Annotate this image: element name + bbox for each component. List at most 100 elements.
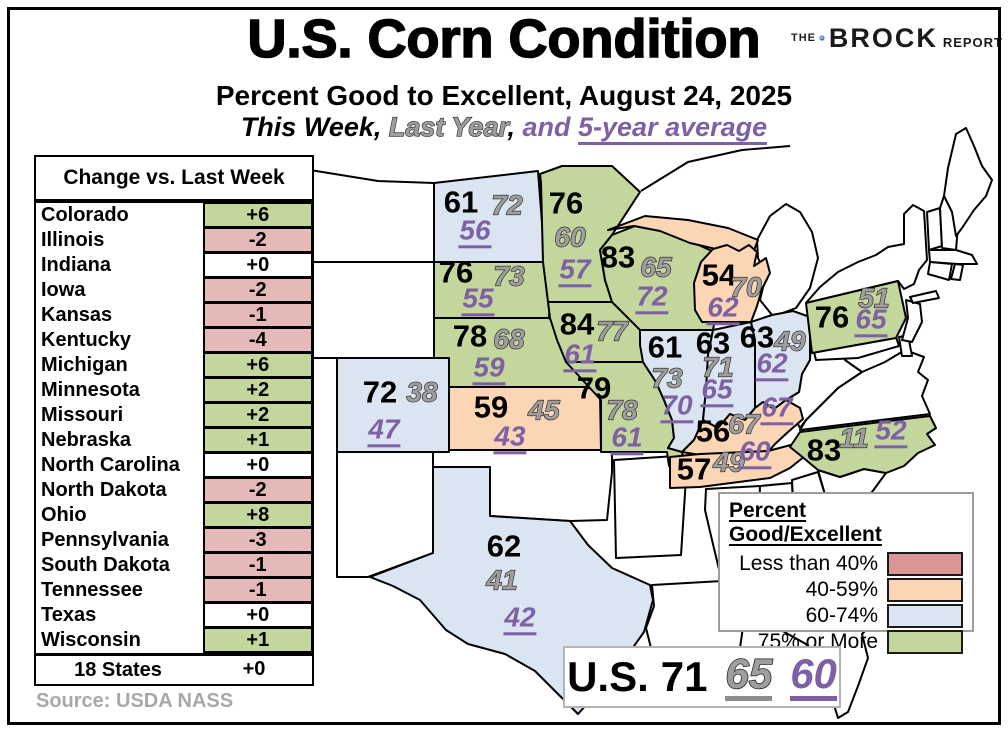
- brock-report-logo: THE BROCK REPORT: [791, 12, 1003, 64]
- legend-label: 60-74%: [805, 603, 878, 627]
- missouri-this-week: 79: [576, 370, 612, 406]
- change-value: +0: [202, 602, 313, 628]
- iowa-this-week: 84: [559, 306, 595, 342]
- missouri-last-year: 78: [606, 394, 638, 426]
- legend-swatch-red: [887, 551, 963, 576]
- kansas-last-year: 45: [528, 394, 560, 426]
- illinois-last-year: 73: [651, 362, 683, 394]
- tennessee-5yr-avg: 60: [738, 436, 772, 470]
- us-5yr-avg-value: 60: [790, 653, 837, 701]
- ohio-5yr-avg: 62: [755, 348, 789, 382]
- series-key: This Week, Last Year, and 5-year average: [0, 111, 1008, 145]
- table-row: Missouri +2: [36, 402, 313, 428]
- series-key-last-year: Last Year: [388, 111, 508, 142]
- change-value: -1: [202, 302, 313, 328]
- kentucky-last-year: 67: [728, 408, 760, 440]
- ohio-last-year: 49: [774, 325, 806, 357]
- wisconsin-last-year: 65: [640, 251, 672, 283]
- change-value: +2: [202, 402, 313, 428]
- series-key-5yr-prefix: and: [522, 112, 579, 142]
- state-name: Minnesota: [41, 379, 140, 401]
- change-value: +6: [202, 202, 313, 228]
- iowa-last-year: 77: [596, 315, 628, 347]
- table-row: Kansas -1: [36, 302, 313, 328]
- state-shape-montana: [309, 169, 435, 263]
- ohio-this-week: 63: [739, 319, 775, 355]
- us-summary-box: U.S. 71 65 60: [563, 646, 841, 708]
- table-row: Texas +0: [36, 602, 313, 628]
- table-row: Pennsylvania -3: [36, 527, 313, 553]
- table-row: Illinois -2: [36, 227, 313, 253]
- legend-label: 40-59%: [805, 577, 878, 601]
- logo-the-text: THE: [791, 32, 816, 44]
- table-row: Wisconsin +1: [36, 627, 313, 653]
- canada-border-line: [640, 145, 791, 192]
- legend-item: 60-74%: [729, 603, 963, 628]
- north-dakota-5yr-avg: 56: [458, 215, 492, 249]
- legend-item: Less than 40%: [729, 551, 963, 576]
- series-key-separator-1: ,: [373, 112, 389, 142]
- change-value: -3: [202, 527, 313, 553]
- legend-item: 40-59%: [729, 577, 963, 602]
- state-name: Wisconsin: [41, 629, 141, 651]
- state-shape-new-jersey: [901, 299, 923, 343]
- state-name: North Dakota: [41, 479, 167, 501]
- change-value: +1: [202, 627, 313, 653]
- nebraska-this-week: 78: [452, 318, 488, 354]
- change-value: +6: [202, 352, 313, 378]
- legend-label: Less than 40%: [739, 551, 878, 575]
- table-row: North Carolina +0: [36, 452, 313, 478]
- state-shape-north-carolina: [789, 415, 937, 478]
- series-key-this-week: This Week: [240, 112, 374, 142]
- state-name: North Carolina: [41, 454, 180, 476]
- pennsylvania-last-year: 51: [858, 282, 890, 314]
- minnesota-5yr-avg: 57: [558, 254, 592, 288]
- state-shape-rhode-island: [950, 263, 964, 281]
- legend-swatch-blue: [887, 603, 963, 628]
- texas-last-year: 41: [486, 564, 518, 596]
- state-shape-tennessee: [669, 440, 811, 489]
- state-shape-wyoming: [309, 261, 435, 359]
- legend-swatch-green: [887, 629, 963, 654]
- change-value: +8: [202, 502, 313, 528]
- iowa-5yr-avg: 61: [563, 339, 597, 373]
- state-name: Ohio: [41, 504, 87, 526]
- state-name: Kansas: [41, 304, 113, 326]
- table-row: Michigan +6: [36, 352, 313, 378]
- change-table-header: Change vs. Last Week: [34, 155, 314, 201]
- missouri-5yr-avg: 61: [610, 422, 644, 456]
- kansas-this-week: 59: [473, 389, 509, 425]
- change-value: -2: [202, 227, 313, 253]
- michigan-5yr-avg: 62: [706, 292, 740, 326]
- change-value: +0: [202, 252, 313, 278]
- indiana-last-year: 71: [702, 351, 734, 383]
- state-shape-long-island: [909, 290, 940, 304]
- kansas-5yr-avg: 43: [493, 421, 527, 455]
- logo-brock-text: BROCK: [828, 22, 938, 53]
- change-value: -1: [202, 552, 313, 578]
- table-row: Indiana +0: [36, 252, 313, 278]
- michigan-last-year: 70: [730, 271, 762, 303]
- colorado-5yr-avg: 47: [367, 414, 401, 448]
- indiana-this-week: 63: [695, 325, 731, 361]
- table-row: Ohio +8: [36, 502, 313, 528]
- north-carolina-last-year: 11: [839, 422, 869, 454]
- minnesota-this-week: 76: [548, 185, 584, 221]
- us-summary-main: U.S. 71: [567, 653, 707, 701]
- wisconsin-this-week: 83: [600, 239, 636, 275]
- footer-change-value: +0: [242, 658, 266, 680]
- state-name: Michigan: [41, 354, 128, 376]
- legend-title: Percent Good/Excellent: [729, 499, 882, 546]
- change-value: +2: [202, 377, 313, 403]
- map-legend: Percent Good/Excellent Less than 40% 40-…: [718, 492, 974, 654]
- change-value: -1: [202, 577, 313, 603]
- nebraska-last-year: 68: [493, 323, 525, 355]
- michigan-this-week: 54: [701, 257, 737, 293]
- texas-5yr-avg: 42: [503, 602, 537, 636]
- brock-globe-icon: [819, 35, 825, 41]
- source-attribution: Source: USDA NASS: [36, 690, 234, 712]
- colorado-last-year: 38: [406, 376, 438, 408]
- us-this-week-value: 71: [660, 653, 708, 700]
- state-name: South Dakota: [41, 554, 170, 576]
